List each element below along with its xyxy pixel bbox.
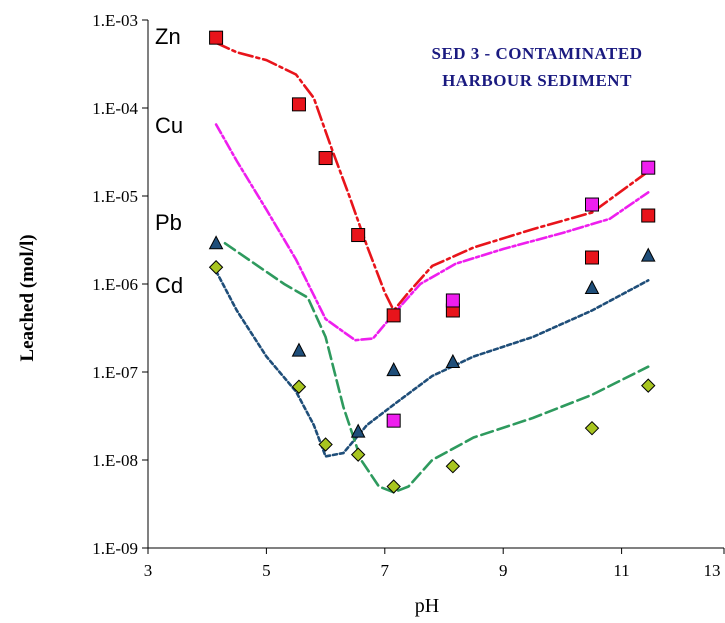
series-label-cu: Cu	[155, 113, 183, 138]
data-points	[208, 30, 656, 494]
y-tick-label: 1.E-09	[92, 539, 138, 558]
point-pb	[640, 247, 656, 262]
point-zn	[209, 30, 224, 45]
point-cd	[445, 459, 461, 474]
point-pb	[386, 362, 402, 377]
model-line-zn	[214, 41, 650, 313]
x-tick-label: 5	[262, 561, 271, 580]
y-tick-label: 1.E-06	[92, 275, 138, 294]
point-cu	[386, 413, 401, 428]
point-cu	[445, 293, 460, 308]
model-line-cd	[223, 242, 650, 494]
point-cd	[641, 378, 656, 393]
x-tick-label: 7	[381, 561, 390, 580]
y-tick-label: 1.E-05	[92, 187, 138, 206]
model-lines	[214, 41, 650, 494]
point-cd	[584, 420, 600, 436]
point-cd	[386, 479, 401, 494]
series-label-zn: Zn	[155, 24, 181, 49]
point-pb	[291, 342, 307, 357]
y-tick-label: 1.E-04	[92, 99, 138, 118]
x-tick-label: 3	[144, 561, 153, 580]
point-zn	[291, 97, 306, 112]
point-cd	[291, 379, 307, 394]
point-pb	[208, 235, 224, 250]
tick-labels: 1.E-09 1.E-08 1.E-07 1.E-06 1.E-05 1.E-04 1.E-…	[92, 11, 720, 580]
point-cd	[350, 447, 366, 462]
point-pb	[350, 423, 366, 438]
x-tick-label: 9	[499, 561, 508, 580]
y-axis-title: Leached (mol/l)	[17, 234, 38, 361]
point-zn	[641, 208, 656, 223]
annotation-line-1: SED 3 - CONTAMINATED	[431, 44, 642, 63]
point-cd	[318, 437, 333, 452]
x-tick-label: 13	[704, 561, 721, 580]
point-cd	[208, 260, 224, 275]
point-zn	[351, 228, 366, 243]
x-axis-title: pH	[415, 595, 439, 617]
x-tick-label: 11	[613, 561, 629, 580]
point-zn	[386, 308, 401, 323]
point-cu	[585, 197, 599, 212]
point-pb	[445, 353, 461, 368]
y-tick-label: 1.E-08	[92, 451, 138, 470]
point-zn	[318, 151, 333, 166]
point-cu	[641, 160, 656, 175]
axes	[142, 19, 725, 554]
annotation-line-2: HARBOUR SEDIMENT	[442, 71, 632, 90]
y-tick-label: 1.E-07	[92, 363, 138, 382]
model-line-pb	[214, 269, 650, 458]
model-line-cu	[214, 123, 650, 342]
point-zn	[585, 250, 599, 265]
point-pb	[584, 279, 600, 295]
series-labels: Zn Cu Pb Cd	[155, 24, 183, 298]
series-label-cd: Cd	[155, 273, 183, 298]
y-tick-label: 1.E-03	[92, 11, 138, 30]
series-label-pb: Pb	[155, 210, 182, 235]
